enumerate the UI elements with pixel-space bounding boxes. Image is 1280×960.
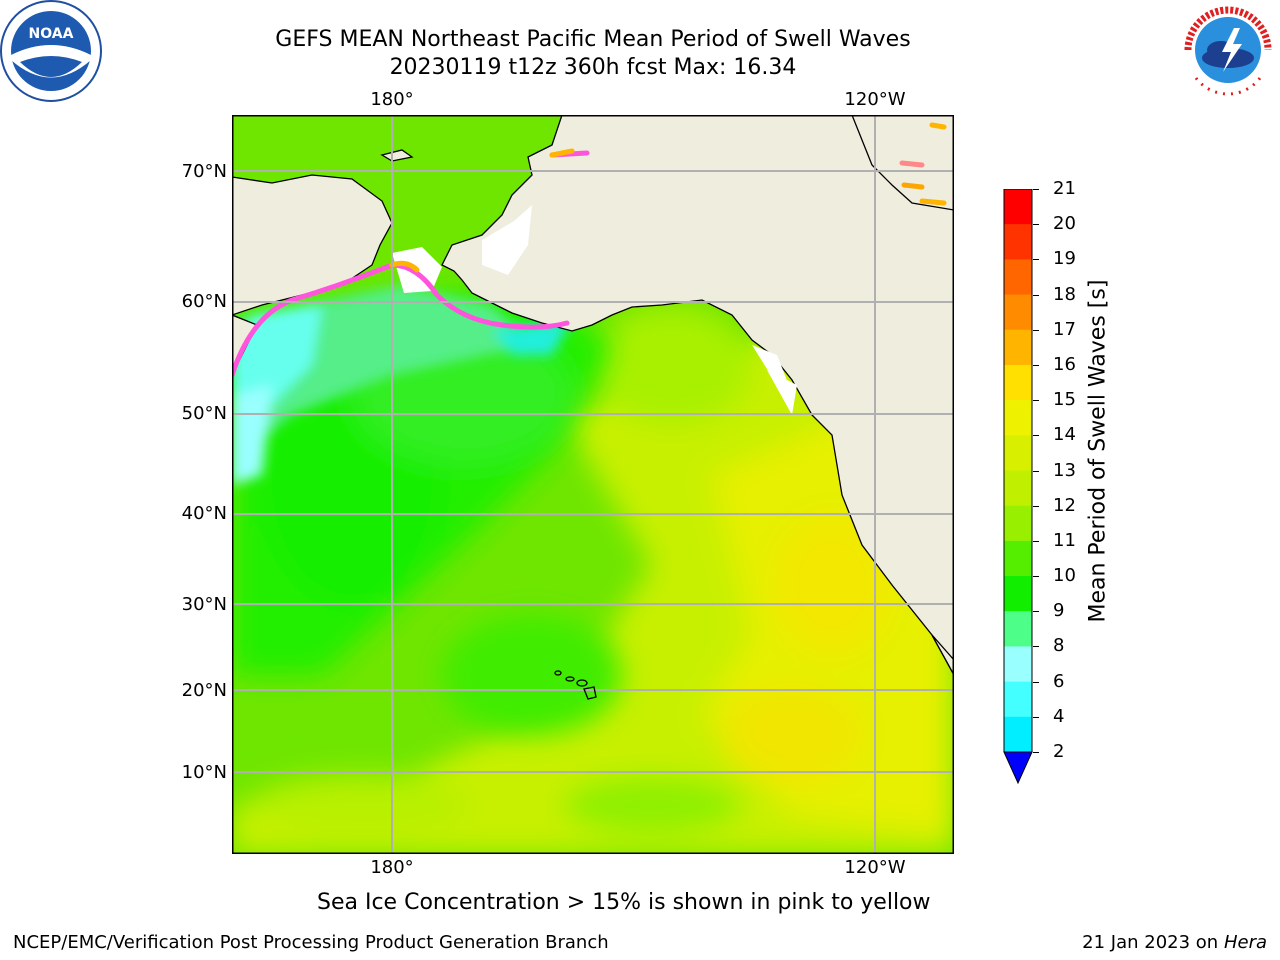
colorbar-band <box>1004 364 1032 401</box>
footer-machine: Hera <box>1223 932 1267 953</box>
graticule <box>232 115 954 854</box>
lon-label-top-180: 180° <box>370 89 414 110</box>
colorbar-tick-label: 4 <box>1053 705 1065 727</box>
lat-label-30: 30°N <box>181 594 227 615</box>
map-area <box>229 114 955 855</box>
colorbar-tick-mark <box>1033 505 1039 507</box>
colorbar-tick-mark <box>1033 400 1039 402</box>
colorbar-tick-mark <box>1033 224 1039 226</box>
colorbar-frame <box>1003 188 1033 753</box>
colorbar-band <box>1004 224 1032 260</box>
colorbar-tick-mark <box>1033 189 1039 190</box>
colorbar-tick-label: 21 <box>1053 178 1076 199</box>
colorbar-tick-mark <box>1033 259 1039 261</box>
colorbar-tick-label: 16 <box>1053 353 1076 375</box>
colorbar-band <box>1004 681 1032 718</box>
colorbar-graphic <box>1003 188 1033 785</box>
colorbar-band <box>1004 189 1032 225</box>
colorbar-tick-mark <box>1033 646 1039 648</box>
colorbar-tick-label: 17 <box>1053 318 1076 340</box>
swell-period-map <box>229 114 955 855</box>
footer-date-text: 21 Jan 2023 on <box>1082 932 1224 953</box>
lat-label-10: 10°N <box>181 762 227 783</box>
colorbar-tick-label: 8 <box>1053 635 1065 657</box>
colorbar-band <box>1004 646 1032 683</box>
map-frame <box>231 114 955 855</box>
colorbar-band <box>1004 576 1032 612</box>
colorbar-tick-mark <box>1033 294 1039 296</box>
colorbar-tick-label: 13 <box>1053 459 1076 481</box>
colorbar-tick-label: 12 <box>1053 494 1076 516</box>
colorbar-title: Mean Period of Swell Waves [s] <box>1085 279 1111 623</box>
colorbar <box>1003 188 1033 785</box>
colorbar-band <box>1004 505 1032 542</box>
map-subtitle: 20230119 t12z 360h fcst Max: 16.34 <box>389 55 797 80</box>
colorbar-tick-label: 18 <box>1053 283 1076 305</box>
colorbar-tick-mark <box>1033 364 1039 366</box>
lat-label-50: 50°N <box>181 403 227 424</box>
sea-ice-caption: Sea Ice Concentration > 15% is shown in … <box>317 890 931 915</box>
colorbar-tick-mark <box>1033 470 1039 472</box>
colorbar-tick-label: 20 <box>1053 213 1076 235</box>
colorbar-band <box>1004 294 1032 331</box>
colorbar-tick-label: 14 <box>1053 424 1076 446</box>
colorbar-band <box>1004 611 1032 647</box>
nws-logo <box>1176 0 1280 100</box>
colorbar-band <box>1004 329 1032 366</box>
colorbar-band <box>1004 259 1032 296</box>
colorbar-extend-triangle <box>1003 751 1033 785</box>
footer-date: 21 Jan 2023 on Hera <box>1082 932 1267 953</box>
colorbar-tick-mark <box>1033 716 1039 718</box>
colorbar-tick-mark <box>1033 611 1039 613</box>
colorbar-tick-label: 9 <box>1053 600 1065 622</box>
noaa-logo: NOAA <box>0 0 102 102</box>
colorbar-tick-mark <box>1033 576 1039 578</box>
colorbar-tick-mark <box>1033 435 1039 437</box>
colorbar-tick-label: 15 <box>1053 389 1076 411</box>
colorbar-tick-label: 19 <box>1053 248 1076 270</box>
noaa-logo-text: NOAA <box>29 26 74 42</box>
lat-label-20: 20°N <box>181 680 227 701</box>
colorbar-tick-mark <box>1033 329 1039 331</box>
lon-label-bottom-180: 180° <box>370 857 414 878</box>
colorbar-band <box>1004 400 1032 436</box>
lon-label-top-120w: 120°W <box>844 89 906 110</box>
colorbar-band <box>1004 470 1032 507</box>
colorbar-tick-label: 10 <box>1053 565 1076 587</box>
lat-label-40: 40°N <box>181 503 227 524</box>
sea-ice-edge <box>229 122 947 378</box>
colorbar-band <box>1004 716 1032 753</box>
map-title: GEFS MEAN Northeast Pacific Mean Period … <box>275 27 911 52</box>
hawaii-islands <box>554 670 597 700</box>
colorbar-band <box>1004 435 1032 471</box>
colorbar-tick-label: 11 <box>1053 529 1076 551</box>
colorbar-tick-mark <box>1033 752 1039 753</box>
colorbar-tick-label: 2 <box>1053 741 1065 762</box>
lat-label-60: 60°N <box>181 291 227 312</box>
colorbar-band <box>1004 540 1032 577</box>
footer-credit: NCEP/EMC/Verification Post Processing Pr… <box>13 932 609 953</box>
lon-label-bottom-120w: 120°W <box>844 857 906 878</box>
colorbar-tick-mark <box>1033 681 1039 683</box>
lat-label-70: 70°N <box>181 161 227 182</box>
colorbar-tick-mark <box>1033 540 1039 542</box>
colorbar-tick-label: 6 <box>1053 670 1065 692</box>
